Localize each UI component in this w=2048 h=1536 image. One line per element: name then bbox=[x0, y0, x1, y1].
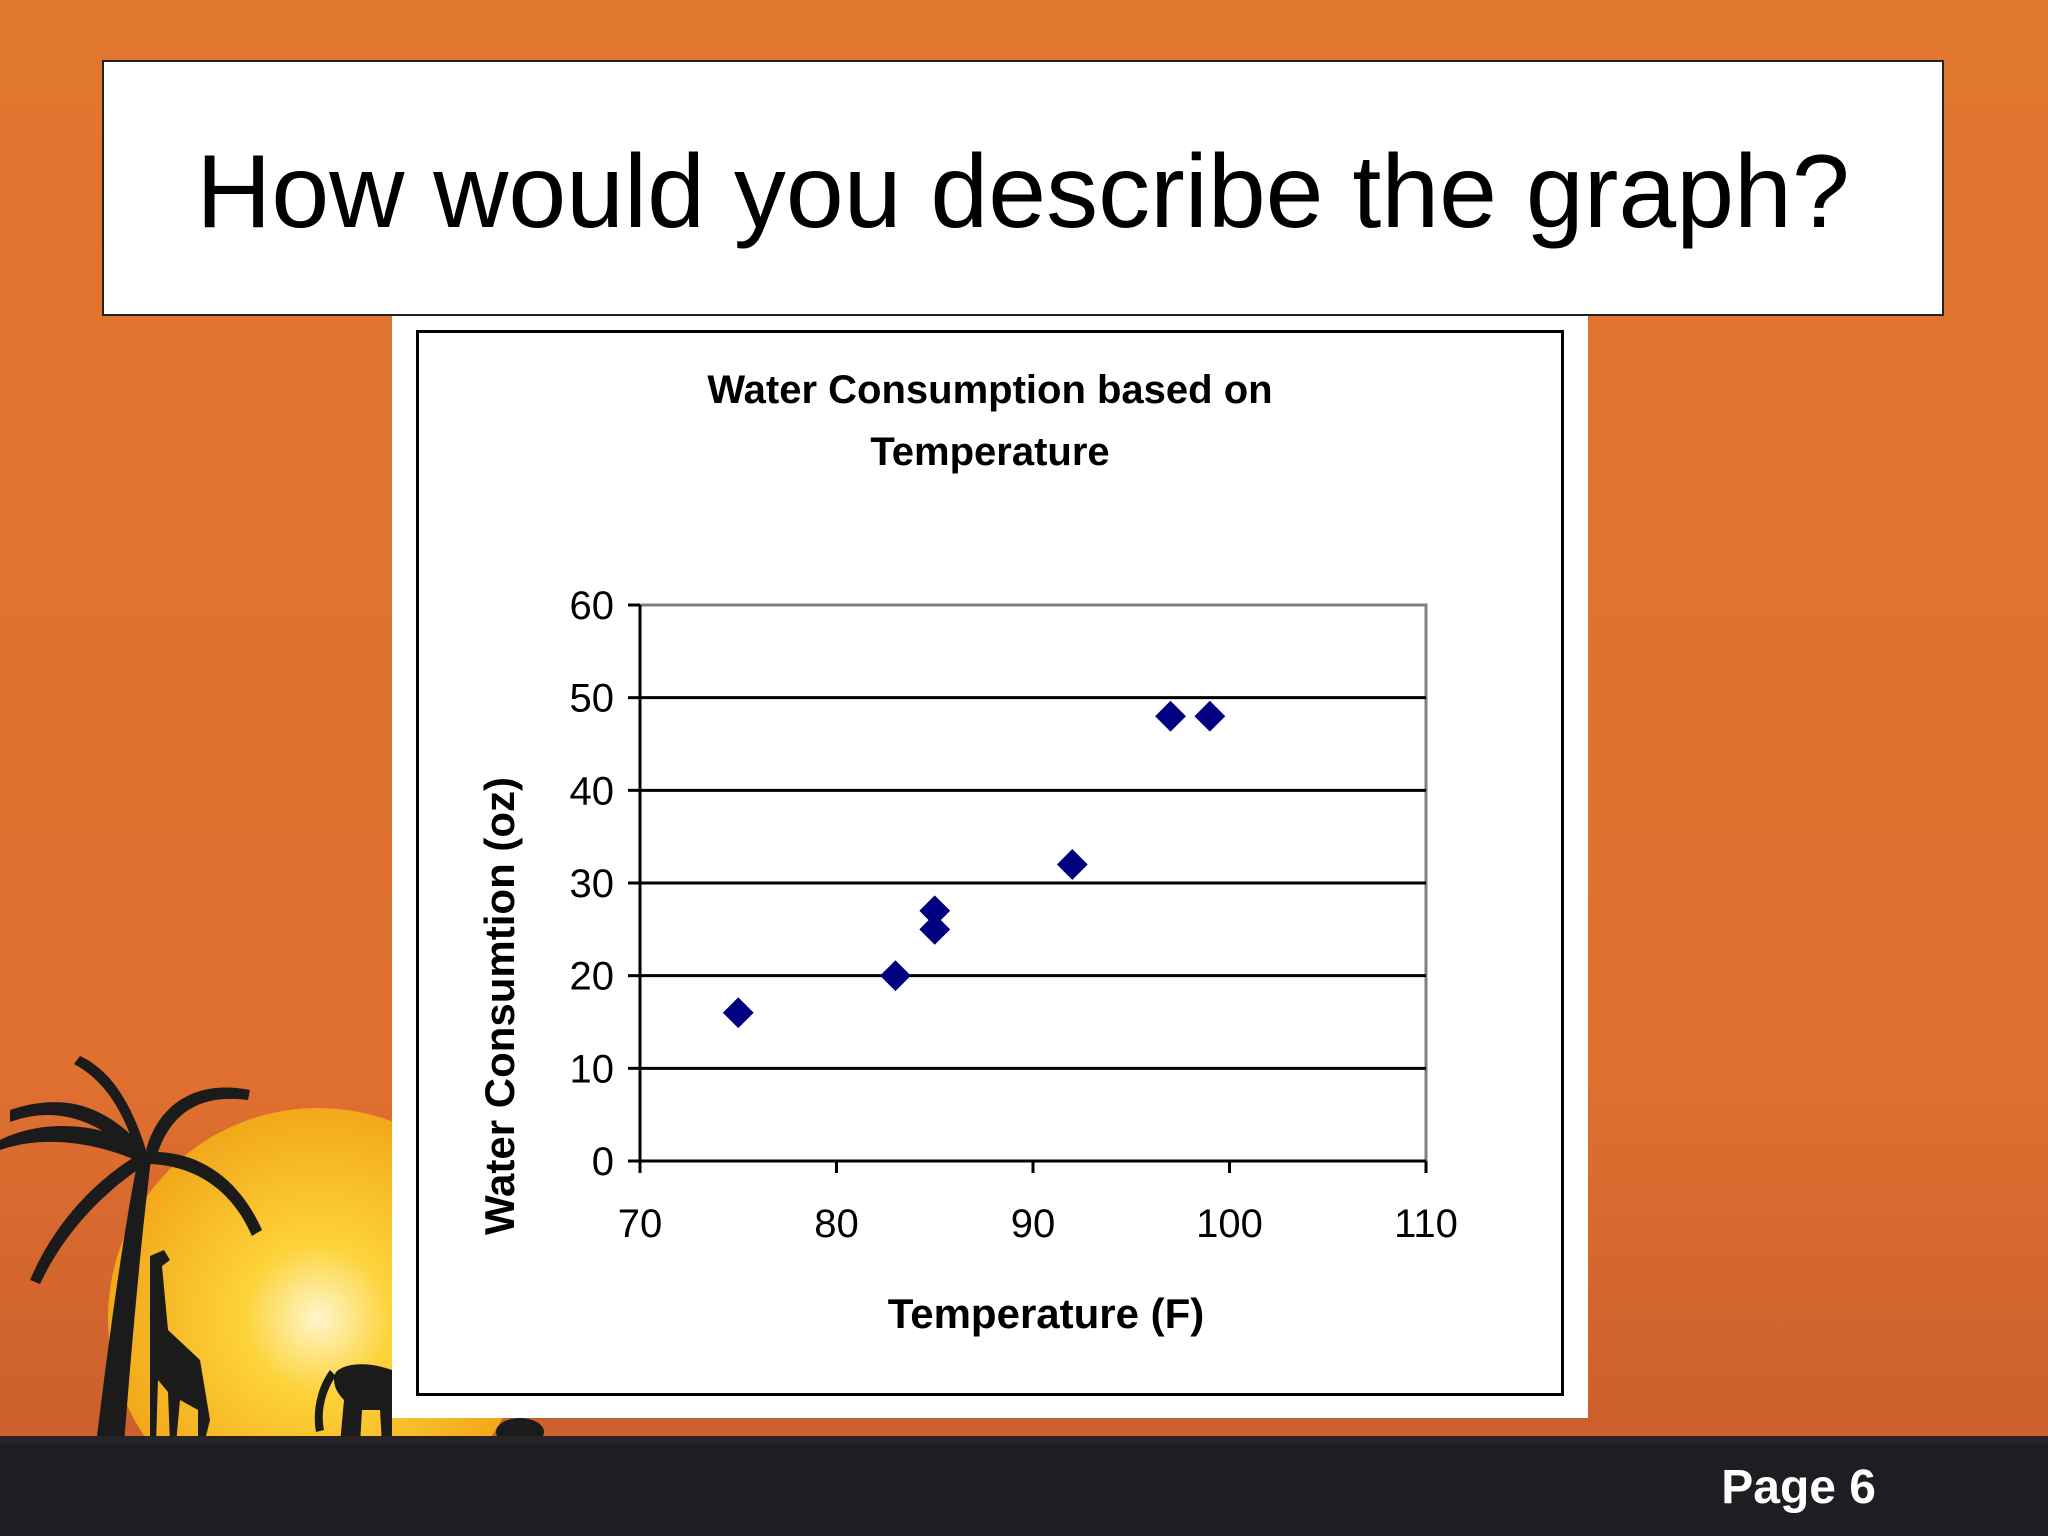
x-tick-label-100: 100 bbox=[1196, 1202, 1263, 1246]
y-tick-label-30: 30 bbox=[570, 862, 615, 906]
data-points bbox=[722, 700, 1226, 1029]
data-point-2 bbox=[919, 913, 951, 945]
data-point-6 bbox=[1194, 700, 1226, 732]
giraffe-icon bbox=[150, 1250, 210, 1444]
data-point-1 bbox=[880, 960, 911, 992]
elephant-icon bbox=[314, 1364, 392, 1444]
page-number: Page 6 bbox=[1721, 1461, 1876, 1514]
x-tick-label-70: 70 bbox=[618, 1202, 663, 1246]
data-point-3 bbox=[919, 895, 951, 927]
data-point-0 bbox=[722, 997, 754, 1029]
chart-panel: Water Consumption based on Temperature 0… bbox=[392, 316, 1588, 1418]
slide-title: How would you describe the graph? bbox=[196, 134, 1850, 250]
tick-labels: 0 10 20 30 40 50 60 70 80 90 100 110 bbox=[570, 584, 1458, 1246]
y-axis-label: Water Consumtion (oz) bbox=[476, 776, 523, 1236]
chart-title-line-1: Water Consumption based on bbox=[707, 368, 1273, 412]
y-tick-label-50: 50 bbox=[570, 677, 615, 721]
ticks bbox=[628, 603, 1428, 1173]
data-point-4 bbox=[1056, 849, 1088, 880]
scatter-chart: 0 10 20 30 40 50 60 70 80 90 100 110 bbox=[570, 584, 1458, 1246]
x-tick-label-80: 80 bbox=[814, 1202, 859, 1246]
x-tick-label-110: 110 bbox=[1394, 1202, 1458, 1246]
x-tick-label-90: 90 bbox=[1011, 1202, 1056, 1246]
footer-bar bbox=[0, 1444, 2048, 1536]
ground-strip bbox=[0, 1436, 2048, 1446]
palm-tree-icon bbox=[0, 1056, 262, 1444]
y-tick-label-0: 0 bbox=[592, 1140, 614, 1184]
y-tick-label-40: 40 bbox=[570, 769, 615, 813]
data-point-5 bbox=[1155, 700, 1186, 732]
y-tick-label-10: 10 bbox=[570, 1047, 615, 1091]
gridlines bbox=[640, 696, 1426, 1070]
x-axis-label: Temperature (F) bbox=[887, 1290, 1205, 1337]
title-box: How would you describe the graph? bbox=[102, 60, 1944, 316]
chart-title-line-2: Temperature bbox=[870, 430, 1110, 474]
y-tick-label-20: 20 bbox=[570, 955, 615, 999]
y-tick-label-60: 60 bbox=[570, 584, 615, 628]
